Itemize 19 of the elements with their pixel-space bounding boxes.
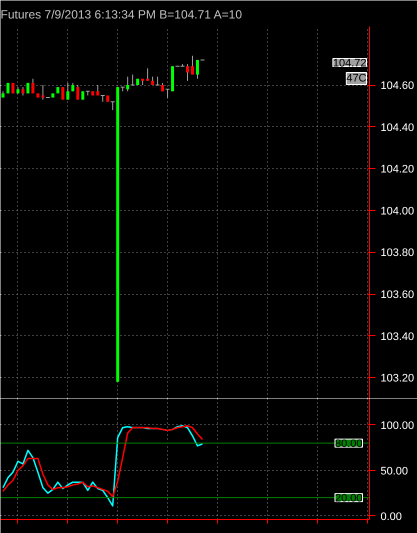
y-tick-label: 103.60	[380, 289, 414, 302]
y-tick-label: 0.00	[380, 510, 402, 523]
candlestick	[66, 82, 70, 100]
candlestick	[31, 78, 34, 94]
candlestick	[76, 84, 80, 100]
y-tick-label: 104.20	[380, 164, 414, 176]
y-tick-label: 103.80	[380, 247, 414, 260]
y-tick-label: 50.00	[380, 465, 408, 478]
candlestick	[146, 68, 150, 82]
candlestick	[61, 86, 64, 100]
y-tick-label: 103.20	[380, 372, 414, 385]
candlestick	[190, 55, 194, 76]
annotation: 47C	[346, 72, 367, 84]
y-tick-label: 104.00	[380, 205, 414, 218]
y-tick-label: 104.60	[380, 80, 414, 92]
y-tick-label: 100.00	[380, 420, 414, 432]
chart-title: Futures 7/9/2013 6:13:34 PM B=104.71 A=10	[0, 8, 242, 22]
y-tick-label: 104.40	[380, 122, 414, 134]
y-tick-label: 103.40	[380, 330, 414, 343]
